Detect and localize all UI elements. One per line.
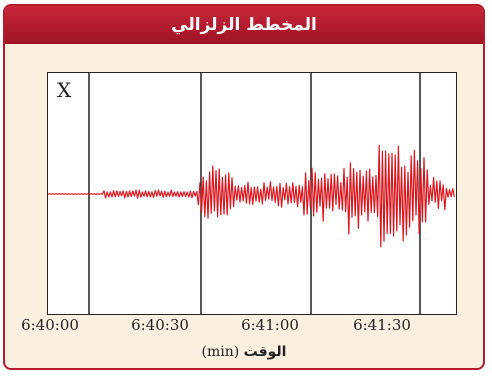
time-axis-unit: (min) <box>201 344 240 360</box>
seismogram-title: المخطط الزلزالي <box>5 6 483 44</box>
time-axis-word: الوقت <box>243 344 287 360</box>
time-tick-label: 6:40:30 <box>131 316 189 334</box>
time-axis-label: (min) الوقت <box>5 344 483 360</box>
time-tick-label: 6:41:30 <box>353 316 411 334</box>
seismogram-card: المخطط الزلزالي X 6:40:00 6:40:30 6:41:0… <box>3 4 485 370</box>
time-tick-label: 6:40:00 <box>21 316 79 334</box>
arrival-marker-x: X <box>57 78 72 102</box>
seismogram-plot <box>48 73 455 314</box>
time-tick-label: 6:41:00 <box>241 316 299 334</box>
seismic-trace <box>48 144 455 248</box>
seismogram-plot-area <box>47 72 457 315</box>
